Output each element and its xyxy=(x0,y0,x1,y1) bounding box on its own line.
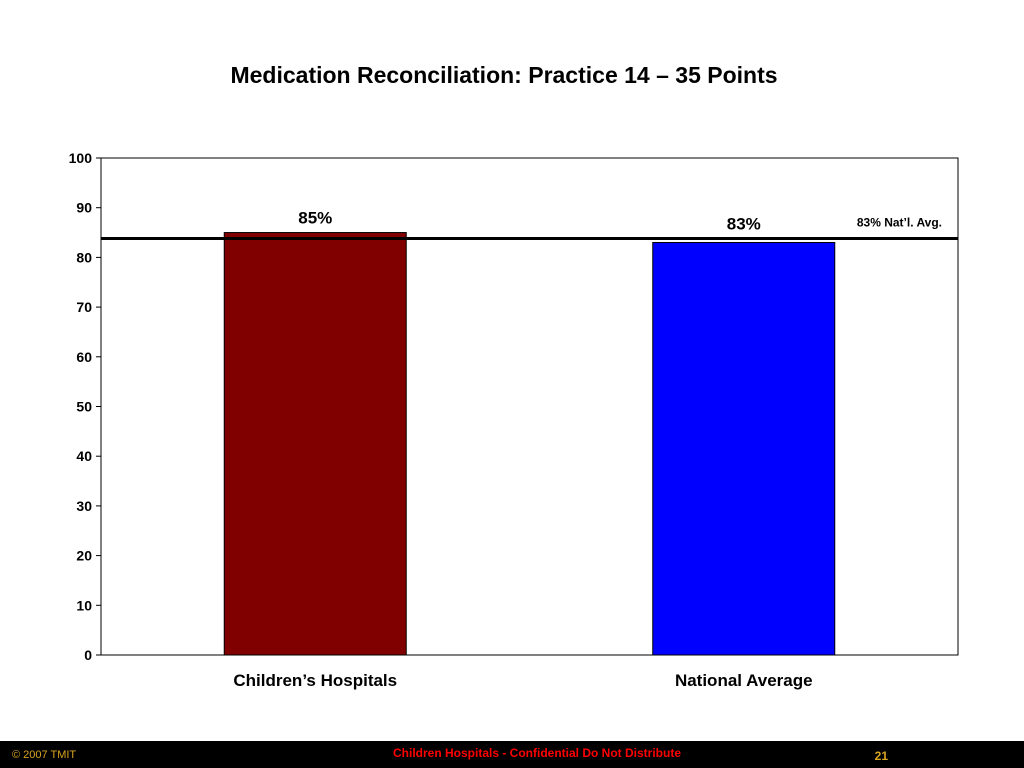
bar-data-label: 83% xyxy=(727,214,761,233)
bar-national-average xyxy=(652,241,836,656)
y-tick-label: 10 xyxy=(76,597,92,613)
reference-line-label: 83% Nat’l. Avg. xyxy=(857,216,942,230)
y-tick-label: 90 xyxy=(76,200,92,216)
footer-page-number: 21 xyxy=(874,749,888,763)
y-tick-label: 70 xyxy=(76,299,92,315)
y-tick-label: 30 xyxy=(76,498,92,514)
x-category-label: Children’s Hospitals xyxy=(233,671,397,690)
bar-childrens-hospitals xyxy=(223,232,407,656)
y-tick-label: 20 xyxy=(76,548,92,564)
bar-chart: 0 10 20 30 40 50 60 70 80 90 100 85% Children’s Hosp… xyxy=(69,150,959,690)
slide-title: Medication Reconciliation: Practice 14 –… xyxy=(230,62,778,88)
y-tick-label: 60 xyxy=(76,349,92,365)
footer-bar: © 2007 TMIT Children Hospitals - Confide… xyxy=(0,741,1024,768)
y-tick-label: 0 xyxy=(84,647,92,663)
y-tick-label: 50 xyxy=(76,399,92,415)
footer-confidential-notice: Children Hospitals - Confidential Do Not… xyxy=(393,746,681,760)
x-category-label: National Average xyxy=(675,671,813,690)
y-tick-label: 40 xyxy=(76,448,92,464)
footer-copyright: © 2007 TMIT xyxy=(12,749,77,761)
y-tick-label: 100 xyxy=(69,150,93,166)
y-tick-label: 80 xyxy=(76,249,92,265)
bar-data-label: 85% xyxy=(298,209,332,228)
